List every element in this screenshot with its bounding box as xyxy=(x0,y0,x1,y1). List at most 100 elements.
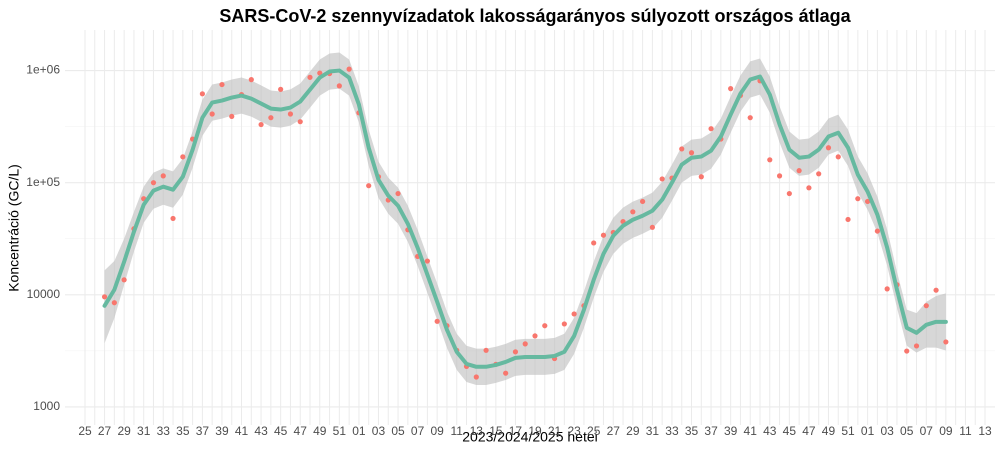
data-point xyxy=(483,347,489,353)
x-axis-title: 2023/2024/2025 hetei xyxy=(462,429,597,445)
data-point xyxy=(816,171,822,177)
x-tick-label: 37 xyxy=(704,424,718,438)
x-tick-label: 09 xyxy=(430,424,444,438)
x-tick-label: 33 xyxy=(157,424,171,438)
x-tick-label: 17 xyxy=(509,424,523,438)
x-tick-label: 33 xyxy=(665,424,679,438)
data-point xyxy=(258,121,264,128)
data-point xyxy=(209,111,215,117)
x-tick-label: 01 xyxy=(861,424,875,438)
data-point xyxy=(307,74,313,80)
data-point xyxy=(395,190,401,197)
data-point xyxy=(512,349,519,355)
data-point xyxy=(268,115,274,121)
data-point xyxy=(571,311,577,317)
x-tick-label: 13 xyxy=(470,424,484,438)
data-point xyxy=(630,209,636,215)
data-point xyxy=(591,240,597,246)
x-tick-label: 51 xyxy=(333,424,347,438)
data-point xyxy=(923,303,929,309)
data-point xyxy=(904,348,910,354)
data-point xyxy=(424,258,430,264)
data-point xyxy=(640,198,646,205)
data-point xyxy=(248,77,254,83)
data-point xyxy=(317,70,323,76)
x-tick-label: 23 xyxy=(567,424,581,438)
x-tick-label: 41 xyxy=(744,424,758,438)
x-tick-label: 31 xyxy=(646,424,660,438)
x-tick-label: 29 xyxy=(117,424,131,438)
data-point xyxy=(747,115,753,121)
x-tick-label: 43 xyxy=(763,424,777,438)
x-tick-label: 47 xyxy=(802,424,816,438)
x-tick-label: 31 xyxy=(137,424,151,438)
smooth-line xyxy=(102,68,948,369)
x-tick-label: 39 xyxy=(724,424,738,438)
data-point xyxy=(659,176,665,182)
x-tick-label: 11 xyxy=(959,424,972,438)
y-tick-label: 1e+05 xyxy=(26,175,60,189)
data-point xyxy=(160,173,166,179)
data-point xyxy=(728,86,734,92)
data-point xyxy=(278,86,284,92)
x-tick-label: 03 xyxy=(372,424,386,438)
y-tick-label: 1000 xyxy=(33,399,60,413)
x-tick-label: 43 xyxy=(254,424,268,438)
data-point xyxy=(297,119,303,125)
data-point xyxy=(199,91,205,97)
data-point xyxy=(600,232,607,238)
x-tick-label: 35 xyxy=(685,424,699,438)
x-tick-label: 25 xyxy=(78,424,92,438)
data-point xyxy=(796,168,802,174)
data-point xyxy=(180,154,186,160)
data-point xyxy=(825,145,832,151)
data-point xyxy=(835,154,841,160)
data-point xyxy=(933,287,939,293)
x-tick-label: 25 xyxy=(587,424,601,438)
data-point xyxy=(865,198,871,205)
data-point xyxy=(336,83,342,89)
y-tick-label: 1e+06 xyxy=(26,63,60,77)
x-tick-label: 01 xyxy=(352,424,366,438)
x-tick-label: 29 xyxy=(626,424,640,438)
x-tick-label: 49 xyxy=(822,424,836,438)
x-tick-label: 49 xyxy=(313,424,327,438)
data-point xyxy=(434,318,440,324)
x-tick-label: 07 xyxy=(920,424,934,438)
data-point xyxy=(522,341,528,347)
data-point xyxy=(219,81,225,88)
data-point xyxy=(884,286,890,292)
data-point xyxy=(649,224,655,230)
data-point xyxy=(346,66,352,72)
data-point xyxy=(101,294,108,300)
x-tick-label: 05 xyxy=(391,424,405,438)
data-point xyxy=(806,185,812,191)
marks xyxy=(101,52,949,385)
data-point xyxy=(855,196,861,202)
grid xyxy=(65,30,995,425)
x-tick-label: 19 xyxy=(528,424,542,438)
data-point xyxy=(121,277,127,283)
data-point xyxy=(111,300,117,306)
data-point xyxy=(679,146,685,152)
x-tick-label: 13 xyxy=(978,424,992,438)
x-tick-label: 35 xyxy=(176,424,190,438)
y-tick-label: 10000 xyxy=(27,287,61,301)
x-tick-label: 51 xyxy=(841,424,855,438)
data-point xyxy=(170,215,176,222)
data-point xyxy=(786,190,792,197)
x-tick-label: 27 xyxy=(607,424,621,438)
x-tick-label: 21 xyxy=(548,424,562,438)
data-point xyxy=(532,333,538,339)
data-point xyxy=(874,228,880,234)
data-point xyxy=(913,343,920,349)
data-point xyxy=(366,183,372,189)
x-tick-label: 09 xyxy=(939,424,953,438)
data-point xyxy=(776,173,783,179)
x-tick-label: 45 xyxy=(783,424,797,438)
x-tick-label: 05 xyxy=(900,424,914,438)
x-tick-label: 15 xyxy=(489,424,503,438)
data-point xyxy=(688,150,695,156)
x-tick-label: 39 xyxy=(215,424,229,438)
data-point xyxy=(229,113,235,120)
